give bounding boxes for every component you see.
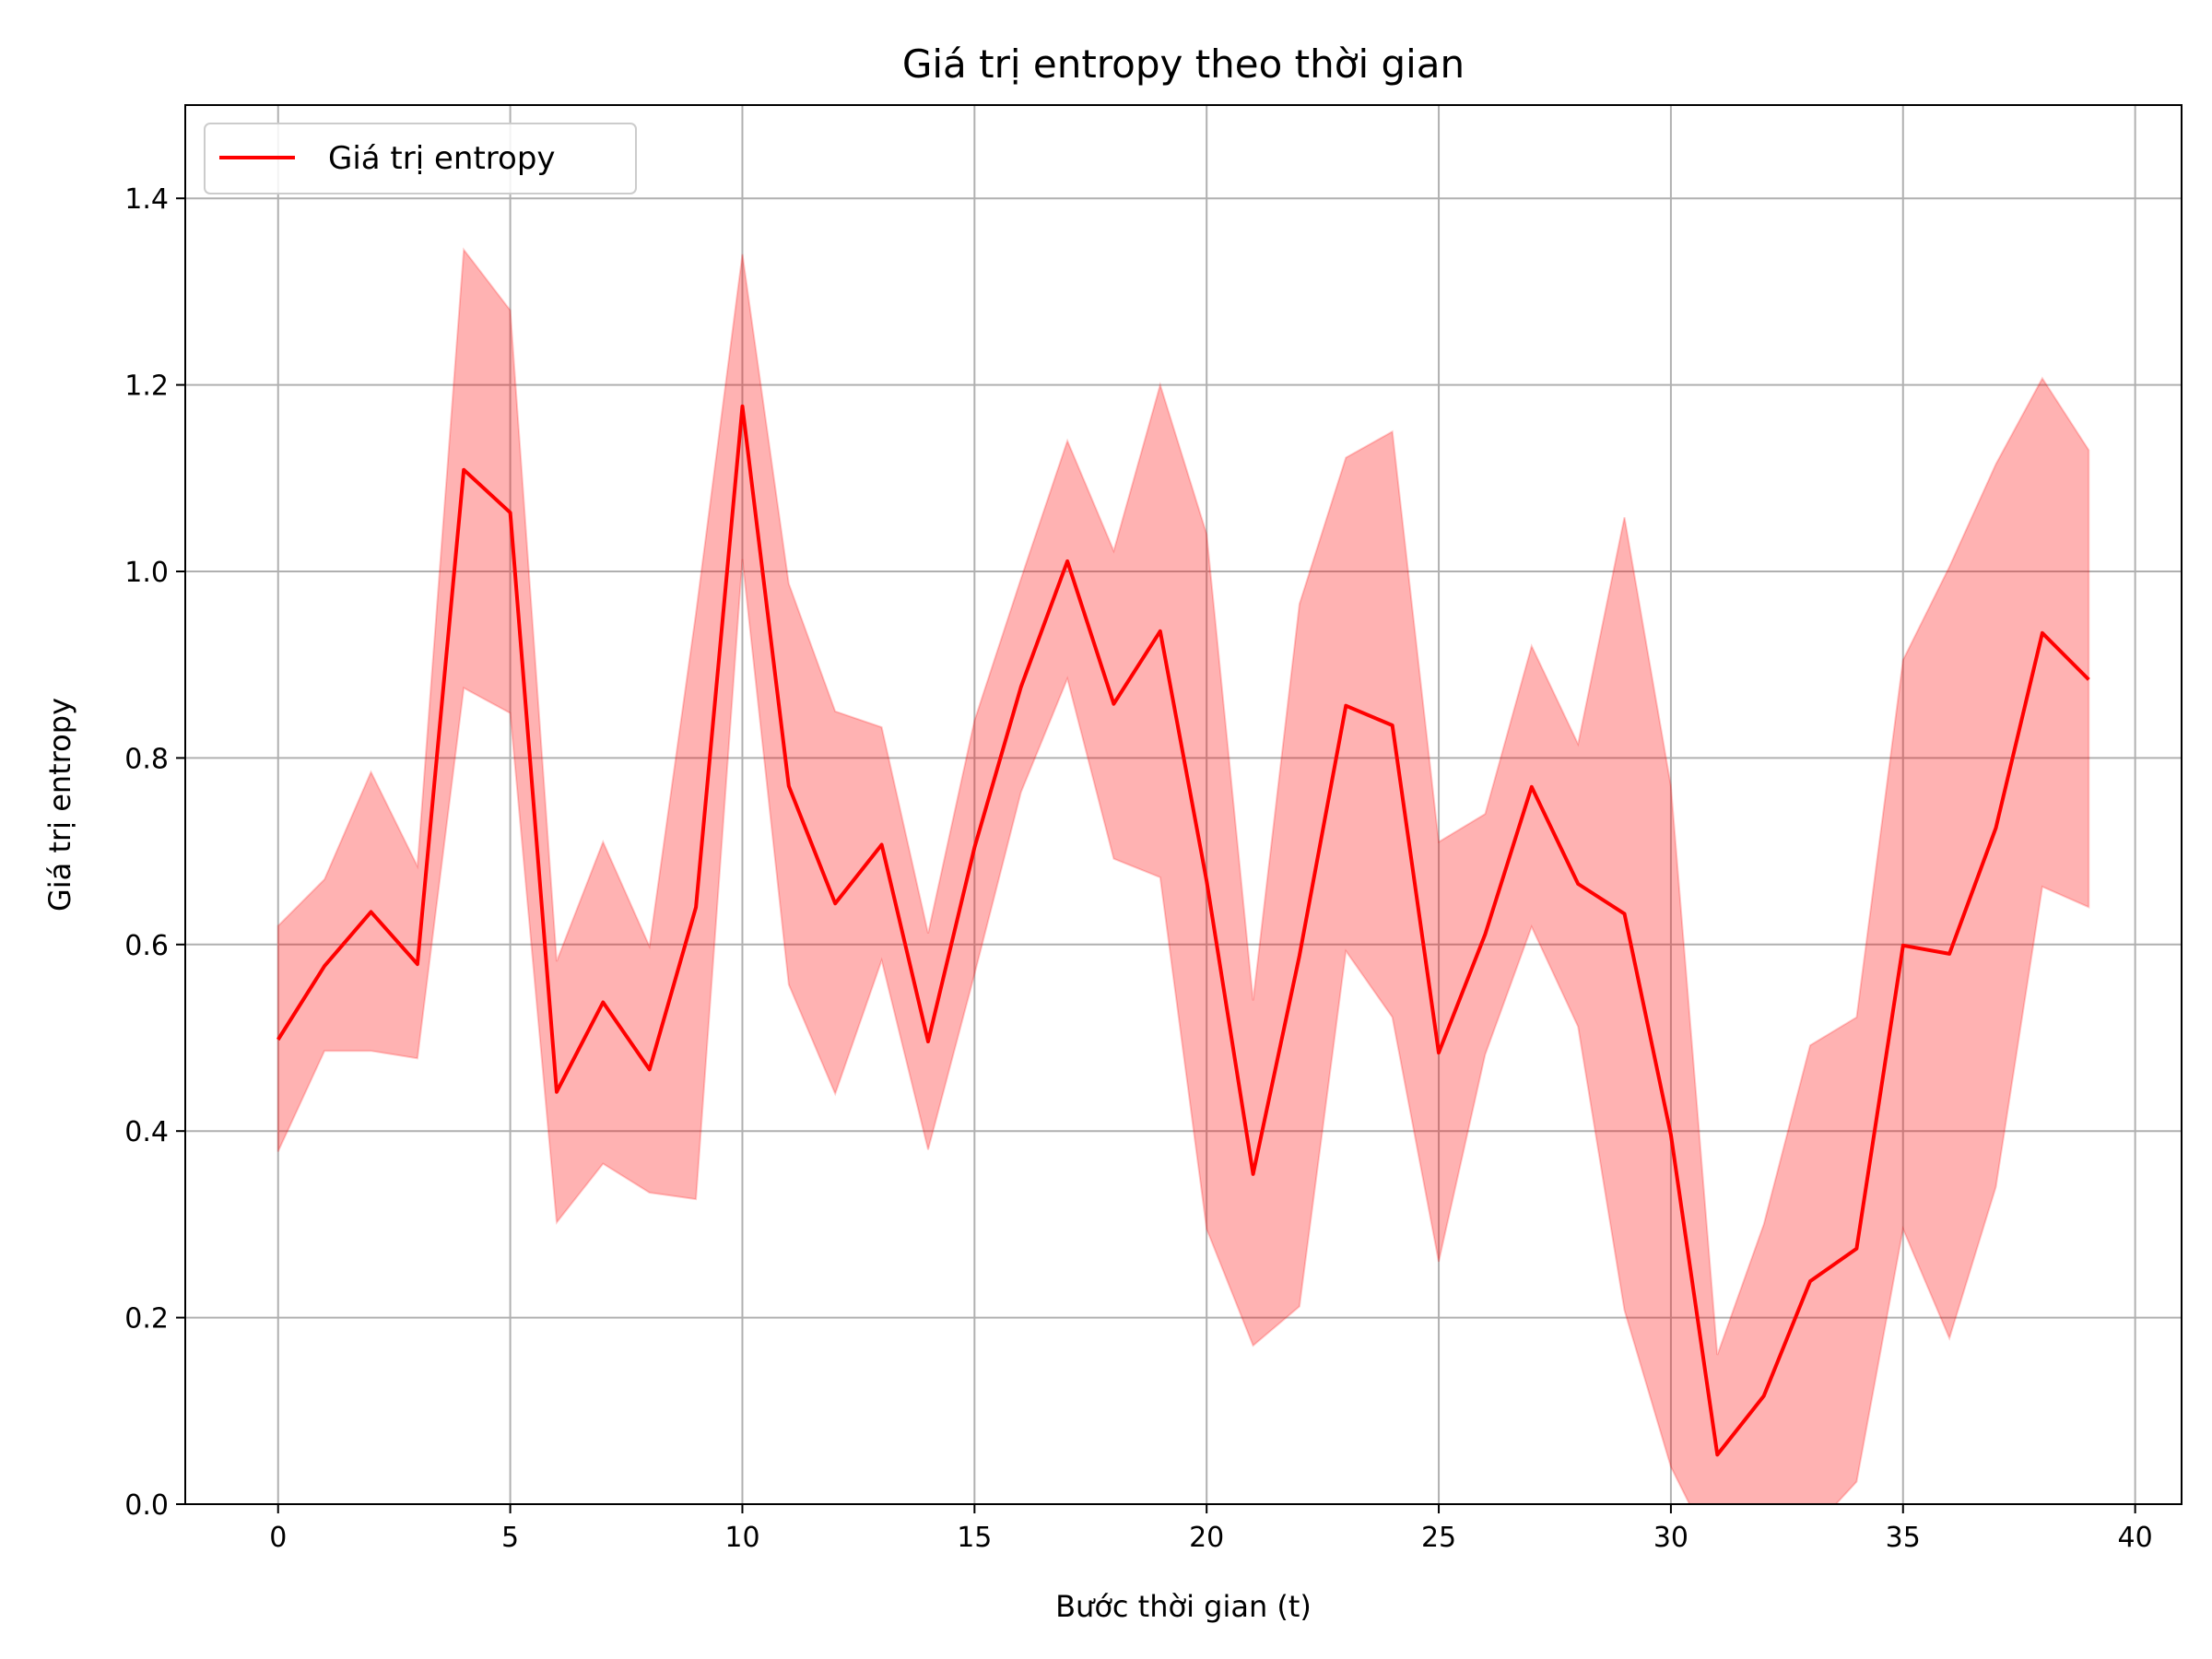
plot-frame	[184, 104, 2183, 1505]
y-tick-label: 1.0	[124, 557, 169, 589]
x-tick-label: 0	[269, 1522, 287, 1554]
x-tick-label: 5	[501, 1522, 519, 1554]
y-tick-label: 0.4	[124, 1116, 169, 1148]
x-axis-title: Bước thời gian (t)	[1055, 1589, 1312, 1624]
y-tick-label: 0.6	[124, 930, 169, 962]
x-axis-ticks: 0 5 10 15 20 25 30 35 40	[269, 1504, 2153, 1554]
x-tick-label: 10	[724, 1522, 759, 1554]
y-tick-label: 0.2	[124, 1303, 169, 1335]
y-tick-label: 0.8	[124, 743, 169, 775]
legend: Giá trị entropy	[204, 123, 637, 194]
y-axis-title: Giá trị entropy	[42, 698, 77, 912]
entropy-series-line	[276, 404, 2090, 1457]
x-tick-label: 20	[1189, 1522, 1224, 1554]
x-tick-label: 30	[1653, 1522, 1688, 1554]
x-tick-label: 25	[1421, 1522, 1456, 1554]
entropy-uncertainty-band	[276, 247, 2090, 1504]
y-axis-ticks: 0.0 0.2 0.4 0.6 0.8 1.0 1.2 1.4	[124, 183, 185, 1522]
y-tick-label: 1.4	[124, 183, 169, 216]
x-tick-label: 40	[2118, 1522, 2153, 1554]
legend-box	[204, 123, 637, 194]
x-tick-label: 15	[957, 1522, 992, 1554]
legend-label: Giá trị entropy	[328, 140, 556, 177]
chart-title: Giá trị entropy theo thời gian	[902, 41, 1465, 87]
y-tick-label: 0.0	[124, 1489, 169, 1522]
x-tick-label: 35	[1886, 1522, 1921, 1554]
y-tick-label: 1.2	[124, 371, 169, 403]
